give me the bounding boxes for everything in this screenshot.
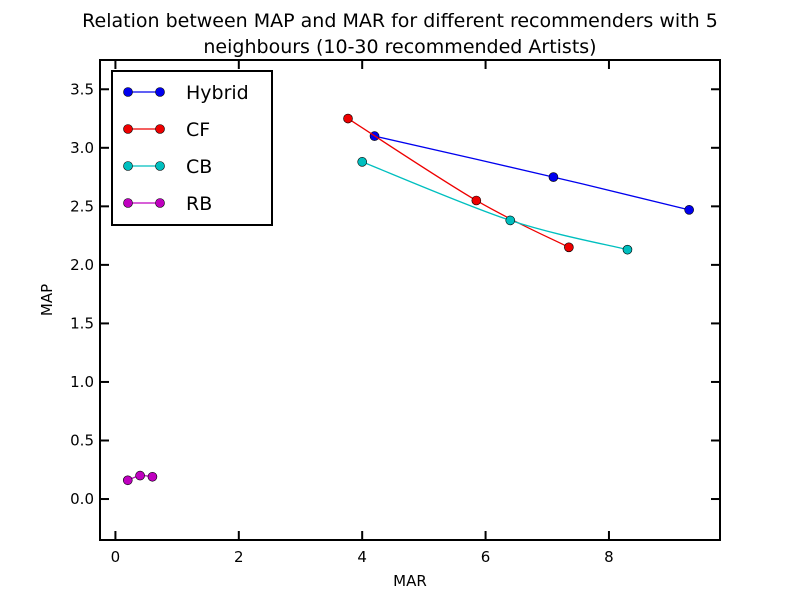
data-point-cb xyxy=(622,244,633,255)
axis-ticks: 0 2 4 6 8 0.0 0.5 1.0 1.5 2.0 2.5 3.0 3.5 xyxy=(70,60,720,566)
legend-label-rb: RB xyxy=(186,193,212,215)
y-tick-label: 2.5 xyxy=(70,197,94,215)
series-cf xyxy=(343,113,574,253)
legend: Hybrid CF CB RB xyxy=(111,70,273,226)
legend-marker xyxy=(123,161,133,171)
data-point-cf xyxy=(564,242,574,253)
legend-item-cb: CB xyxy=(123,156,212,178)
chart-title-line-2: neighbours (10-30 recommended Artists) xyxy=(203,36,596,58)
legend-marker xyxy=(123,124,133,134)
legend-label-cf: CF xyxy=(186,119,210,141)
legend-marker xyxy=(123,87,133,97)
legend-marker xyxy=(123,198,133,208)
x-tick-label: 4 xyxy=(357,548,367,566)
legend-label-hybrid: Hybrid xyxy=(186,82,249,104)
y-tick-label: 0.0 xyxy=(70,490,94,508)
data-point-hybrid xyxy=(684,205,694,215)
y-tick-label: 3.0 xyxy=(70,139,94,157)
x-tick-label: 8 xyxy=(604,548,614,566)
chart-title-line-1: Relation between MAP and MAR for differe… xyxy=(82,10,718,32)
legend-item-hybrid: Hybrid xyxy=(123,82,249,104)
data-point-cb xyxy=(505,215,516,226)
legend-item-cf: CF xyxy=(123,119,210,141)
series-layer xyxy=(122,113,694,486)
y-axis-label: MAP xyxy=(38,284,56,316)
data-point-cf xyxy=(343,113,353,124)
y-tick-label: 1.0 xyxy=(70,373,94,391)
legend-marker xyxy=(155,124,165,134)
y-tick-label: 1.5 xyxy=(70,314,94,332)
data-point-cb xyxy=(357,157,367,167)
y-tick-label: 2.0 xyxy=(70,256,94,274)
x-axis-label: MAR xyxy=(393,572,427,590)
x-tick-label: 6 xyxy=(481,548,491,566)
y-tick-label: 3.5 xyxy=(70,80,94,98)
y-tick-label: 0.5 xyxy=(70,431,94,449)
data-point-rb xyxy=(122,475,133,486)
data-point-cf xyxy=(471,195,482,206)
legend-marker xyxy=(155,161,165,171)
legend-box xyxy=(111,70,273,226)
data-point-hybrid xyxy=(548,172,559,182)
series-cb xyxy=(357,157,633,255)
legend-item-rb: RB xyxy=(123,193,212,215)
data-point-rb xyxy=(147,471,158,482)
series-rb xyxy=(122,470,158,486)
data-point-rb xyxy=(135,470,145,481)
legend-label-cb: CB xyxy=(186,156,212,178)
x-tick-label: 2 xyxy=(234,548,244,566)
x-tick-label: 0 xyxy=(111,548,121,566)
legend-marker xyxy=(155,87,165,97)
legend-marker xyxy=(155,198,165,208)
